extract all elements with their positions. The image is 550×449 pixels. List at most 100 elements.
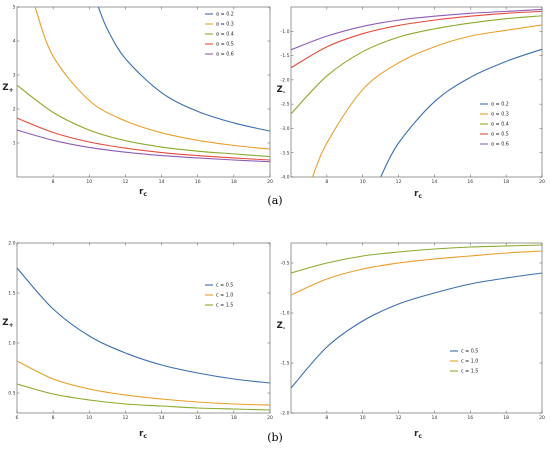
plot-frame [16, 242, 271, 414]
legend-entry: c = 1.5 [216, 303, 233, 309]
y-tick-label: -1.0 [281, 311, 290, 317]
y-tick-label: -1.0 [281, 29, 290, 35]
series-line-4 [17, 117, 270, 161]
x-tick-label: 14 [159, 179, 165, 185]
x-tick-label: 18 [231, 179, 237, 185]
x-tick-label: 20 [539, 415, 545, 421]
x-tick-label: 20 [267, 415, 273, 421]
legend-entry: c = 0.5 [461, 349, 478, 355]
x-tick-label: 8 [52, 415, 55, 421]
y-tick-label: -3.5 [281, 150, 290, 156]
series-line-3 [291, 244, 542, 274]
series-line-1 [291, 272, 542, 389]
legend-entry: α = 0.2 [216, 12, 234, 18]
series-line-2 [17, 360, 270, 406]
series-line-5 [291, 8, 542, 51]
x-axis-label: rc [139, 429, 147, 440]
x-tick-label: 8 [52, 179, 55, 185]
x-axis-label: rc [414, 429, 422, 440]
legend-entry: α = 0.5 [491, 132, 509, 138]
plot-frame [290, 242, 543, 414]
y-tick-label: -0.5 [281, 261, 290, 267]
y-tick-label: 3 [13, 73, 16, 79]
x-tick-label: 18 [503, 179, 509, 185]
y-tick-label: -2.5 [281, 102, 290, 108]
y-tick-label: 2 [13, 107, 16, 113]
x-tick-label: 20 [267, 179, 273, 185]
x-tick-label: 18 [231, 415, 237, 421]
x-tick-label: 12 [122, 179, 128, 185]
legend-entry: α = 0.4 [491, 122, 509, 128]
series-line-1 [17, 267, 270, 384]
x-tick-label: 14 [159, 415, 165, 421]
series-line-4 [291, 10, 542, 69]
x-tick-label: 12 [396, 179, 402, 185]
x-tick-label: 8 [325, 179, 328, 185]
series-line-3 [17, 383, 270, 411]
y-tick-label: -3.0 [281, 126, 290, 132]
legend-entry: α = 0.6 [216, 52, 234, 58]
x-axis-label: rc [139, 187, 147, 198]
chart-panel-2: 8 10 12 14 16 18 20 -1.0 -1.5 -2.0 -2.5 -3.0 -3.5 -4.… [277, 6, 545, 200]
y-tick-label: -4.0 [281, 175, 290, 181]
series-line-1 [97, 7, 270, 132]
plot-frame [16, 6, 271, 178]
series-line-2 [312, 24, 542, 177]
legend-entry: c = 1.5 [461, 369, 478, 375]
y-tick-label: -1.5 [281, 361, 290, 367]
y-tick-label: 1.0 [8, 341, 15, 347]
legend-entry: α = 0.4 [216, 32, 234, 38]
x-tick-label: 16 [467, 415, 473, 421]
chart-panel-3: 6 8 10 12 14 16 18 20 0.5 1.0 1.5 2.0 rc Z+ c = 0.5 c =… [2, 241, 273, 440]
y-tick-label: -2.0 [281, 77, 290, 83]
legend-entry: α = 0.6 [491, 142, 509, 148]
y-tick-label: 5 [13, 5, 16, 11]
x-tick-label: 10 [360, 179, 366, 185]
series-line-2 [34, 7, 270, 150]
x-tick-label: 16 [195, 415, 201, 421]
series-line-3 [291, 15, 542, 115]
y-tick-label: 4 [13, 39, 16, 45]
legend-entry: c = 1.0 [461, 359, 478, 365]
series-line-5 [17, 129, 270, 163]
legend-entry: α = 0.5 [216, 42, 234, 48]
legend-entry: α = 0.2 [491, 102, 509, 108]
y-axis-label: Z- [277, 85, 286, 96]
series-line-1 [380, 48, 542, 177]
x-tick-label: 10 [86, 179, 92, 185]
x-tick-label: 12 [396, 415, 402, 421]
x-tick-label: 6 [16, 415, 19, 421]
caption-b: (b) [267, 431, 283, 444]
y-tick-label: 1 [13, 141, 16, 147]
x-tick-label: 20 [539, 179, 545, 185]
y-tick-label: 2.0 [8, 241, 15, 247]
y-tick-label: 0.5 [8, 391, 15, 397]
chart-panel-4: 8 10 12 14 16 18 20 -0.5 -1.0 -1.5 -2.0 rc Z-c = 0.5… [277, 242, 545, 440]
y-axis-label: Z+ [2, 318, 13, 329]
y-axis-label: Z+ [2, 83, 13, 94]
caption-a: (a) [267, 194, 282, 207]
x-axis-label: rc [414, 189, 422, 200]
legend-entry: c = 0.5 [216, 283, 233, 289]
legend-entry: c = 1.0 [216, 293, 233, 299]
series-line-2 [291, 250, 542, 296]
y-axis-label: Z- [277, 321, 286, 332]
legend-entry: α = 0.3 [491, 112, 509, 118]
plot-frame [290, 6, 543, 178]
x-tick-label: 18 [503, 415, 509, 421]
x-tick-label: 14 [431, 415, 437, 421]
series-line-3 [17, 84, 270, 158]
x-tick-label: 16 [467, 179, 473, 185]
x-tick-label: 10 [360, 415, 366, 421]
x-tick-label: 16 [195, 179, 201, 185]
x-tick-label: 8 [325, 415, 328, 421]
y-tick-label: 1.5 [8, 291, 15, 297]
x-tick-label: 14 [431, 179, 437, 185]
x-tick-label: 12 [122, 415, 128, 421]
y-tick-label: -2.0 [281, 411, 290, 417]
x-tick-label: 10 [86, 415, 92, 421]
y-tick-label: -1.5 [281, 53, 290, 59]
legend-entry: α = 0.3 [216, 22, 234, 28]
